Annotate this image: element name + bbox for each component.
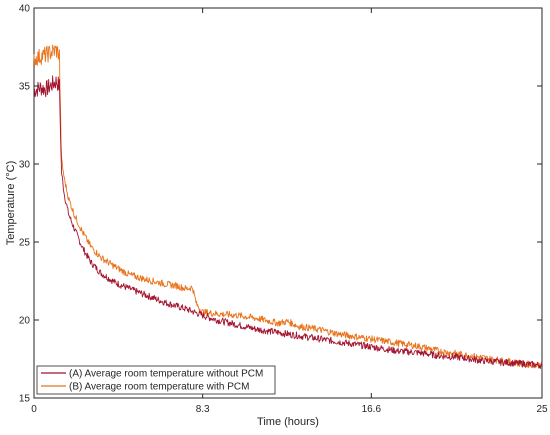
- x-axis-label: Time (hours): [257, 416, 319, 428]
- x-tick-label: 8.3: [196, 404, 210, 415]
- series-layer: [33, 44, 543, 369]
- y-tick-label: 20: [19, 316, 31, 327]
- x-tick-label: 16.6: [362, 404, 382, 415]
- y-tick-label: 30: [19, 160, 31, 171]
- legend-box: [36, 365, 276, 395]
- x-tick-label: 0: [31, 404, 37, 415]
- x-tick-label: 25: [536, 404, 548, 415]
- y-tick-label: 35: [19, 82, 31, 93]
- y-axis-label: Temperature (°C): [5, 161, 17, 245]
- plot-area: [33, 7, 543, 399]
- y-axis: 15 20 25 30 35 40: [19, 4, 542, 405]
- y-tick-label: 40: [19, 4, 31, 15]
- legend-entry-without-pcm: (A) Average room temperature without PCM: [69, 369, 263, 380]
- legend-entry-with-pcm: (B) Average room temperature with PCM: [69, 382, 249, 393]
- y-tick-label: 25: [19, 238, 31, 249]
- series-without-pcm: [33, 75, 543, 369]
- y-tick-label: 15: [19, 394, 31, 405]
- legend[interactable]: (A) Average room temperature without PCM…: [36, 365, 276, 395]
